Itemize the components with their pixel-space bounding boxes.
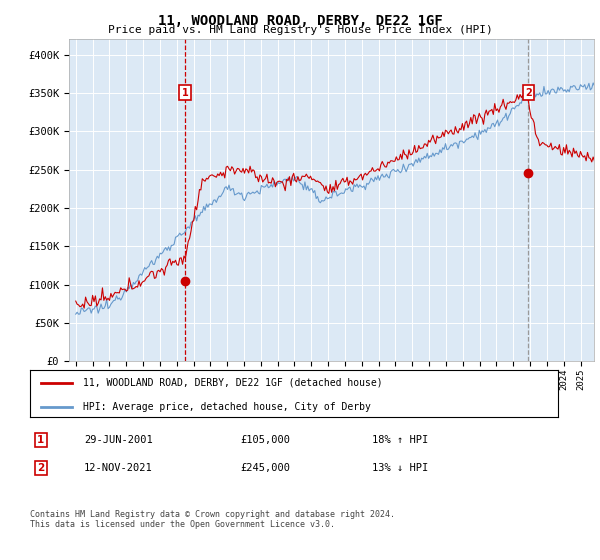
Text: 18% ↑ HPI: 18% ↑ HPI	[372, 435, 428, 445]
Text: Contains HM Land Registry data © Crown copyright and database right 2024.
This d: Contains HM Land Registry data © Crown c…	[30, 510, 395, 529]
Text: 29-JUN-2001: 29-JUN-2001	[84, 435, 153, 445]
Text: 2: 2	[37, 463, 44, 473]
Text: Price paid vs. HM Land Registry's House Price Index (HPI): Price paid vs. HM Land Registry's House …	[107, 25, 493, 35]
Text: £105,000: £105,000	[240, 435, 290, 445]
Text: 11, WOODLAND ROAD, DERBY, DE22 1GF (detached house): 11, WOODLAND ROAD, DERBY, DE22 1GF (deta…	[83, 378, 382, 388]
Text: 12-NOV-2021: 12-NOV-2021	[84, 463, 153, 473]
Text: HPI: Average price, detached house, City of Derby: HPI: Average price, detached house, City…	[83, 402, 371, 412]
Text: 1: 1	[182, 88, 188, 98]
Text: 11, WOODLAND ROAD, DERBY, DE22 1GF: 11, WOODLAND ROAD, DERBY, DE22 1GF	[158, 14, 442, 28]
Text: 1: 1	[37, 435, 44, 445]
Text: 2: 2	[525, 88, 532, 98]
Text: £245,000: £245,000	[240, 463, 290, 473]
Text: 13% ↓ HPI: 13% ↓ HPI	[372, 463, 428, 473]
